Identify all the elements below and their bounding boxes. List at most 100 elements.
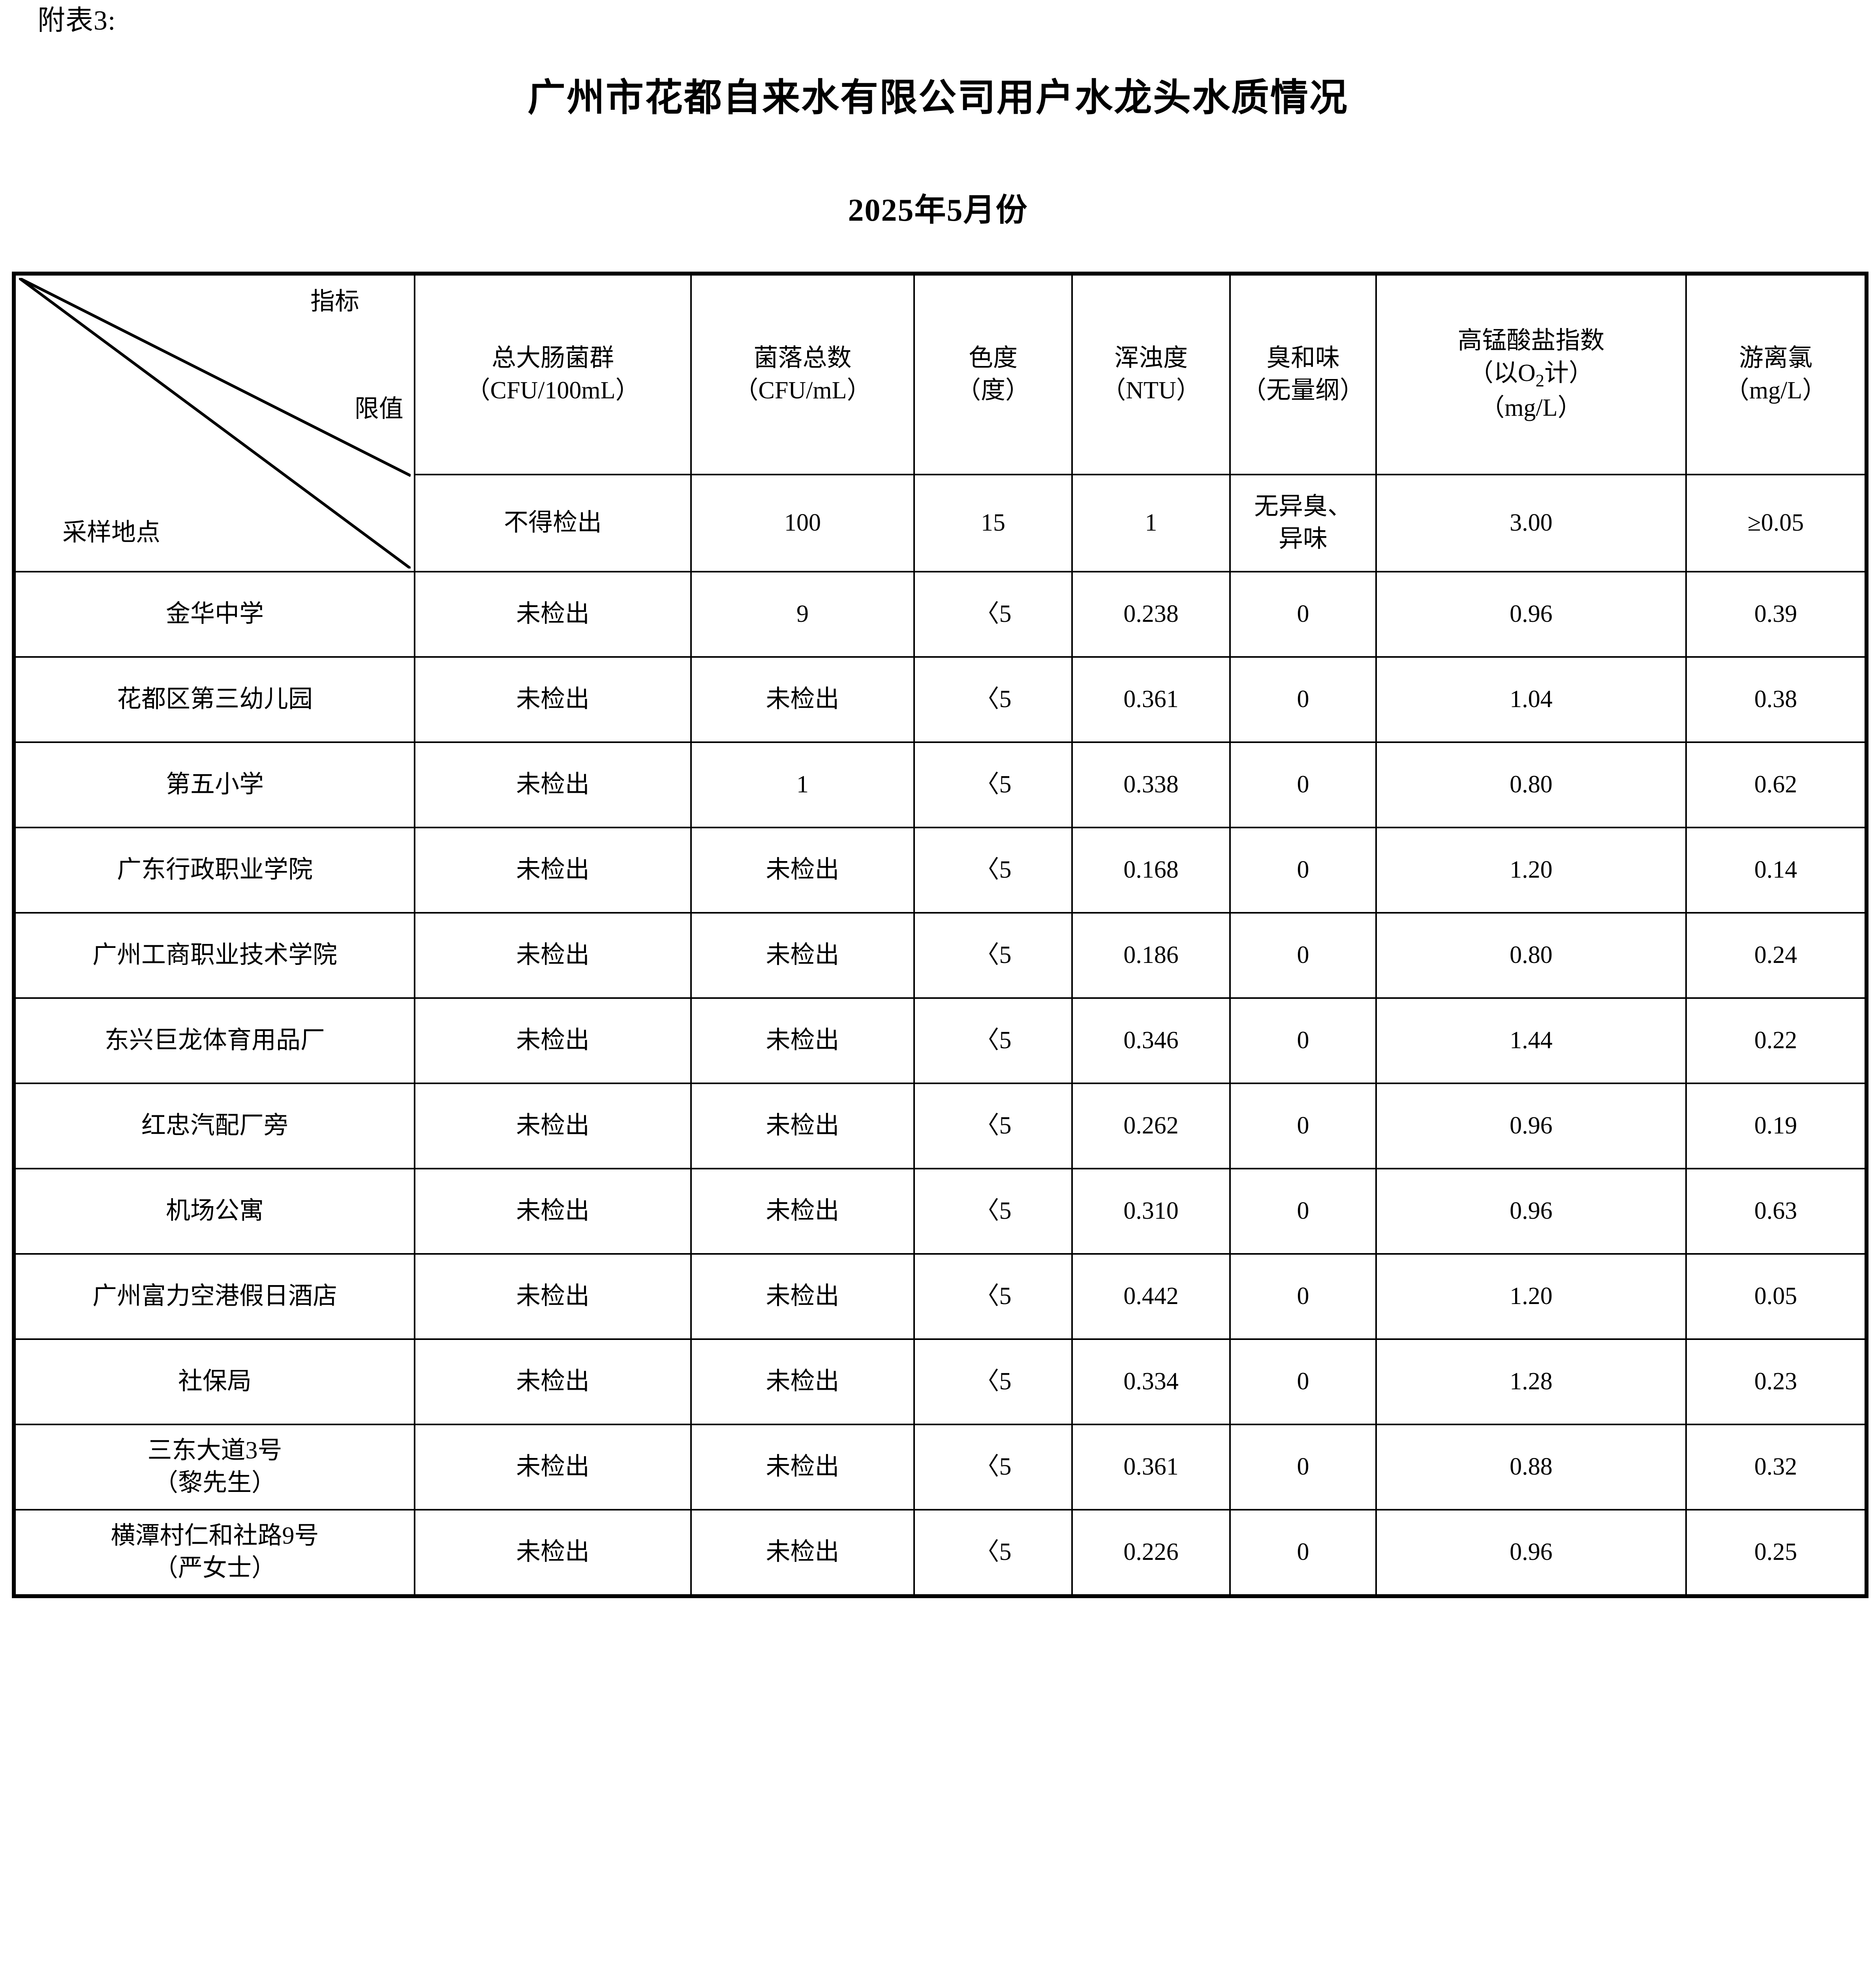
column-header-colony-count: 菌落总数 （CFU/mL） — [690, 273, 915, 475]
column-header-total-coliform: 总大肠菌群 （CFU/100mL） — [414, 273, 692, 475]
cell-chroma: 〈5 — [913, 1083, 1073, 1169]
cell-permanganate: 1.44 — [1375, 997, 1687, 1084]
cell-free-chlorine: 0.23 — [1685, 1338, 1867, 1425]
cell-colony-count: 未检出 — [690, 1424, 915, 1511]
site-name-line1: 花都区第三幼儿园 — [116, 686, 313, 713]
cell-permanganate: 1.28 — [1375, 1338, 1687, 1425]
cell-odor-taste: 0 — [1229, 1168, 1377, 1255]
cell-free-chlorine: 0.22 — [1685, 997, 1867, 1084]
cell-total-coliform: 未检出 — [414, 1338, 692, 1425]
cell-colony-count: 9 — [690, 571, 915, 658]
limit-chroma: 15 — [913, 474, 1073, 572]
cell-colony-count: 未检出 — [690, 1168, 915, 1255]
col-name-colony-count: 菌落总数 — [753, 345, 852, 372]
table-row: 社保局 未检出 未检出 〈5 0.334 0 1.28 0.23 — [13, 1338, 1867, 1425]
site-name-line2: （黎先生） — [153, 1469, 276, 1496]
cell-total-coliform: 未检出 — [414, 827, 692, 914]
cell-odor-taste: 0 — [1229, 1083, 1377, 1169]
row-site-name: 花都区第三幼儿园 — [13, 656, 415, 743]
cell-chroma: 〈5 — [913, 571, 1073, 658]
cell-chroma: 〈5 — [913, 1424, 1073, 1511]
row-site-name: 广州工商职业技术学院 — [13, 912, 415, 999]
cell-chroma: 〈5 — [913, 741, 1073, 828]
col-unit-total-coliform: （CFU/100mL） — [466, 377, 640, 404]
cell-turbidity: 0.168 — [1071, 827, 1231, 914]
row-site-name: 机场公寓 — [13, 1168, 415, 1255]
diagonal-split-icon — [19, 278, 411, 569]
cell-odor-taste: 0 — [1229, 827, 1377, 914]
cell-turbidity: 0.361 — [1071, 1424, 1231, 1511]
cell-colony-count: 1 — [690, 741, 915, 828]
table-row: 广州富力空港假日酒店 未检出 未检出 〈5 0.442 0 1.20 0.05 — [13, 1253, 1867, 1340]
cell-odor-taste: 0 — [1229, 1253, 1377, 1340]
cell-permanganate: 0.80 — [1375, 741, 1687, 828]
cell-colony-count: 未检出 — [690, 1253, 915, 1340]
site-name-line1: 东兴巨龙体育用品厂 — [104, 1027, 325, 1054]
table-body: 指标 限值 采样地点 总大肠菌群 （CFU/100mL） 菌落总数 （CFU/m… — [13, 273, 1867, 1597]
table-header-row: 指标 限值 采样地点 总大肠菌群 （CFU/100mL） 菌落总数 （CFU/m… — [13, 273, 1867, 572]
site-name-line1: 三东大道3号 — [147, 1437, 282, 1464]
limit-permanganate: 3.00 — [1375, 474, 1687, 572]
row-site-name: 三东大道3号 （黎先生） — [13, 1424, 415, 1511]
cell-odor-taste: 0 — [1229, 571, 1377, 658]
cell-permanganate: 1.20 — [1375, 1253, 1687, 1340]
limit-total-coliform: 不得检出 — [414, 474, 692, 572]
site-name-line1: 第五小学 — [165, 771, 264, 798]
row-site-name: 广州富力空港假日酒店 — [13, 1253, 415, 1340]
cell-chroma: 〈5 — [913, 656, 1073, 743]
cell-colony-count: 未检出 — [690, 1509, 915, 1597]
row-site-name: 金华中学 — [13, 571, 415, 658]
cell-colony-count: 未检出 — [690, 912, 915, 999]
cell-odor-taste: 0 — [1229, 656, 1377, 743]
site-name-line1: 金华中学 — [165, 600, 264, 628]
cell-total-coliform: 未检出 — [414, 1083, 692, 1169]
col-unit-odor-taste: （无量纲） — [1241, 377, 1364, 404]
attachment-label: 附表3: — [38, 6, 116, 36]
table-row: 金华中学 未检出 9 〈5 0.238 0 0.96 0.39 — [13, 571, 1867, 658]
cell-turbidity: 0.442 — [1071, 1253, 1231, 1340]
cell-colony-count: 未检出 — [690, 1338, 915, 1425]
cell-total-coliform: 未检出 — [414, 1424, 692, 1511]
site-name-line1: 机场公寓 — [165, 1197, 264, 1225]
site-name-line1: 社保局 — [178, 1368, 252, 1395]
cell-free-chlorine: 0.25 — [1685, 1509, 1867, 1597]
limit-odor-taste: 无异臭、异味 — [1229, 474, 1377, 572]
table-row: 机场公寓 未检出 未检出 〈5 0.310 0 0.96 0.63 — [13, 1168, 1867, 1255]
cell-odor-taste: 0 — [1229, 912, 1377, 999]
column-header-turbidity: 浑浊度 （NTU） — [1071, 273, 1231, 475]
limit-colony-count: 100 — [690, 474, 915, 572]
cell-permanganate: 1.20 — [1375, 827, 1687, 914]
col-name-odor-taste: 臭和味 — [1266, 345, 1340, 372]
cell-permanganate: 0.96 — [1375, 1083, 1687, 1169]
column-header-free-chlorine: 游离氯 （mg/L） — [1685, 273, 1867, 475]
cell-total-coliform: 未检出 — [414, 571, 692, 658]
cell-chroma: 〈5 — [913, 997, 1073, 1084]
cell-turbidity: 0.361 — [1071, 656, 1231, 743]
water-quality-table-wrap: 指标 限值 采样地点 总大肠菌群 （CFU/100mL） 菌落总数 （CFU/m… — [12, 272, 1868, 1598]
col-unit-permanganate: （以O2计） — [1469, 359, 1594, 390]
cell-free-chlorine: 0.05 — [1685, 1253, 1867, 1340]
cell-total-coliform: 未检出 — [414, 912, 692, 999]
cell-free-chlorine: 0.38 — [1685, 656, 1867, 743]
cell-free-chlorine: 0.32 — [1685, 1424, 1867, 1511]
row-site-name: 社保局 — [13, 1338, 415, 1425]
table-row: 广州工商职业技术学院 未检出 未检出 〈5 0.186 0 0.80 0.24 — [13, 912, 1867, 999]
cell-free-chlorine: 0.39 — [1685, 571, 1867, 658]
cell-odor-taste: 0 — [1229, 1338, 1377, 1425]
row-site-name: 东兴巨龙体育用品厂 — [13, 997, 415, 1084]
limits-row: 不得检出 100 15 1 无异臭、异味 3.00 ≥0.05 — [14, 474, 1867, 572]
cell-odor-taste: 0 — [1229, 1424, 1377, 1511]
col-unit-free-chlorine: （mg/L） — [1724, 377, 1827, 404]
table-row: 第五小学 未检出 1 〈5 0.338 0 0.80 0.62 — [13, 741, 1867, 828]
cell-free-chlorine: 0.63 — [1685, 1168, 1867, 1255]
col-unit-chroma: （度） — [956, 377, 1030, 404]
cell-chroma: 〈5 — [913, 1253, 1073, 1340]
col-unit-colony-count: （CFU/mL） — [734, 377, 871, 404]
row-site-name: 横潭村仁和社路9号 （严女士） — [13, 1509, 415, 1597]
cell-odor-taste: 0 — [1229, 1509, 1377, 1597]
cell-chroma: 〈5 — [913, 1338, 1073, 1425]
cell-free-chlorine: 0.24 — [1685, 912, 1867, 999]
site-name-line1: 广州富力空港假日酒店 — [92, 1283, 337, 1310]
table-row: 东兴巨龙体育用品厂 未检出 未检出 〈5 0.346 0 1.44 0.22 — [13, 997, 1867, 1084]
